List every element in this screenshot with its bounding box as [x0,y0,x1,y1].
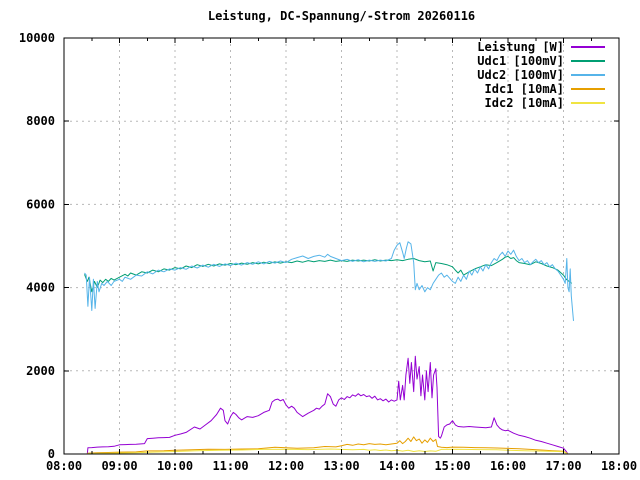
series-line-leistung [86,355,569,455]
x-tick-label: 14:00 [379,459,415,473]
series-line-udc1 [84,255,573,293]
legend-line-sample-udc1 [571,60,605,62]
x-tick-label: 17:00 [545,459,581,473]
legend: Leistung [W] Udc1 [100mV] Udc2 [100mV] Idc1… [477,40,605,110]
series-line-idc1 [87,436,569,455]
legend-entry-leistung: Leistung [W] [477,40,605,54]
y-tick-label: 10000 [19,31,55,45]
y-tick-label: 2000 [26,364,55,378]
legend-label-leistung: Leistung [W] [477,40,564,54]
x-tick-label: 16:00 [490,459,526,473]
x-tick-label: 15:00 [434,459,470,473]
y-tick-label: 0 [48,447,55,461]
x-tick-label: 09:00 [101,459,137,473]
legend-label-udc1: Udc1 [100mV] [477,54,564,68]
series-line-udc2 [84,241,574,321]
legend-label-idc2: Idc2 [10mA] [484,96,564,110]
legend-line-sample-idc2 [571,102,605,104]
legend-label-udc2: Udc2 [100mV] [477,68,564,82]
x-tick-label: 13:00 [323,459,359,473]
legend-label-idc1: Idc1 [10mA] [484,82,564,96]
y-tick-label: 6000 [26,197,55,211]
y-tick-label: 4000 [26,281,55,295]
chart-title: Leistung, DC-Spannung/-Strom 20260116 [207,9,476,23]
legend-entry-udc1: Udc1 [100mV] [477,54,605,68]
legend-entry-udc2: Udc2 [100mV] [477,68,605,82]
legend-line-sample-udc2 [571,74,605,76]
legend-line-sample-leistung [571,46,605,48]
x-tick-label: 10:00 [157,459,193,473]
y-tick-label: 8000 [26,114,55,128]
legend-entry-idc1: Idc1 [10mA] [477,82,605,96]
x-tick-label: 18:00 [601,459,637,473]
x-tick-label: 12:00 [268,459,304,473]
series-line-idc2 [87,448,569,455]
x-tick-label: 08:00 [46,459,82,473]
legend-entry-idc2: Idc2 [10mA] [477,96,605,110]
legend-line-sample-idc1 [571,88,605,90]
x-tick-label: 11:00 [212,459,248,473]
